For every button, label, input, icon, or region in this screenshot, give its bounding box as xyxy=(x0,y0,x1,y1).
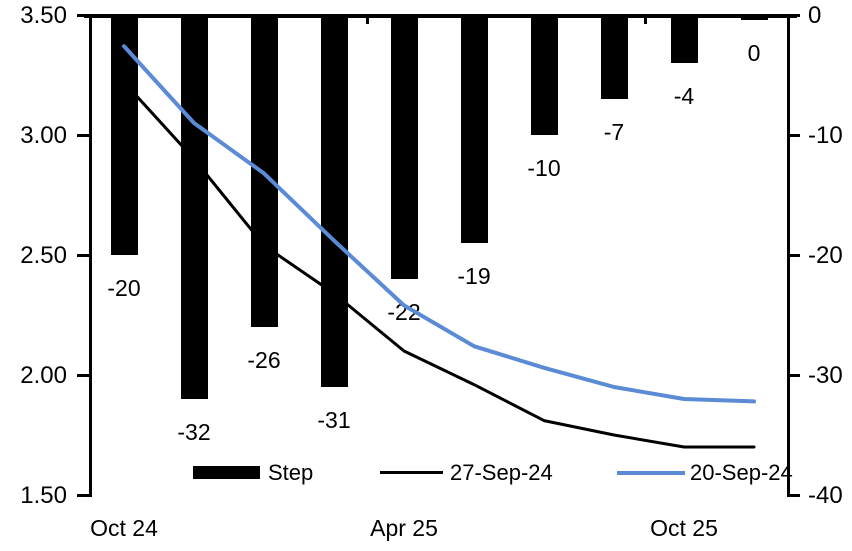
right-axis-tick xyxy=(788,373,800,377)
bar xyxy=(180,15,208,399)
legend-label-step: Step xyxy=(268,460,314,485)
bar xyxy=(530,15,558,135)
left-axis-tick xyxy=(77,13,92,17)
right-axis-tick xyxy=(788,493,800,497)
left-axis-tick-label: 3.50 xyxy=(20,2,67,29)
line-27-Sep-24 xyxy=(122,80,756,449)
legend-item-20-sep-24: 20-Sep-24 xyxy=(617,460,793,485)
bar-value-label: -20 xyxy=(107,275,141,301)
right-axis-tick-label: -30 xyxy=(808,362,843,389)
bar-value-label: -4 xyxy=(673,83,695,109)
left-axis-tick-label: 1.50 xyxy=(20,482,67,509)
line-swatch-20-sep-icon xyxy=(617,470,685,475)
legend-label-20-sep-24: 20-Sep-24 xyxy=(690,460,793,485)
x-axis-zero-line xyxy=(84,13,797,18)
legend-item-step: Step xyxy=(193,460,313,485)
bar-value-label: -31 xyxy=(317,407,351,433)
left-axis-tick-label: 2.50 xyxy=(20,242,67,269)
category-tick xyxy=(365,17,369,24)
bar-value-label: -7 xyxy=(603,119,625,145)
left-axis-tick xyxy=(77,133,92,137)
bar xyxy=(320,15,348,387)
bar xyxy=(390,15,418,279)
bar-value-label: -19 xyxy=(457,263,491,289)
right-axis-tick xyxy=(788,133,800,137)
left-axis-tick xyxy=(77,373,92,377)
bar-value-label: -32 xyxy=(177,419,211,445)
legend-item-27-sep-24: 27-Sep-24 xyxy=(380,460,553,485)
right-axis-tick xyxy=(788,253,800,257)
right-axis-tick-label: -40 xyxy=(808,482,843,509)
x-axis-label: Apr 25 xyxy=(370,515,438,541)
category-tick xyxy=(643,17,647,24)
bar xyxy=(460,15,488,243)
left-axis-tick-label: 3.00 xyxy=(20,122,67,149)
legend-label-27-sep-24: 27-Sep-24 xyxy=(450,460,553,485)
right-axis-tick-label: 0 xyxy=(808,2,822,29)
bar-value-label: 0 xyxy=(747,40,761,66)
line-20-Sep-24 xyxy=(122,44,756,404)
x-axis-label: Oct 25 xyxy=(650,515,718,541)
bar-value-label: -26 xyxy=(247,347,281,373)
right-axis-tick-label: -10 xyxy=(808,122,843,149)
step-bar-swatch-icon xyxy=(193,466,260,479)
x-axis-label: Oct 24 xyxy=(90,515,158,541)
right-axis-tick xyxy=(788,13,800,17)
bar-value-label: -10 xyxy=(527,155,561,181)
right-axis-tick-label: -20 xyxy=(808,242,843,269)
bar xyxy=(670,15,698,63)
left-axis-tick-label: 2.00 xyxy=(20,362,67,389)
left-axis-tick xyxy=(77,253,92,257)
left-axis-tick xyxy=(77,493,92,497)
bar xyxy=(740,15,768,20)
bar xyxy=(600,15,628,99)
line-swatch-27-sep-icon xyxy=(380,471,443,474)
